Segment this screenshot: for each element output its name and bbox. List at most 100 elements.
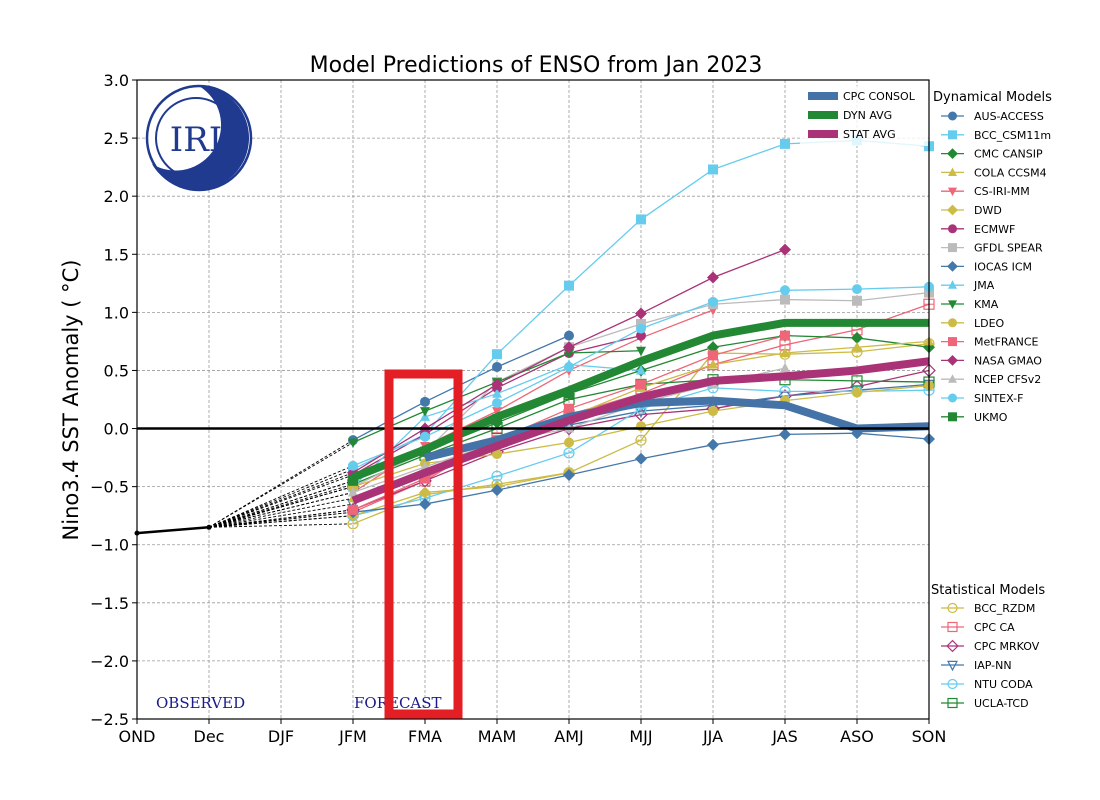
x-tick-label: MJJ	[629, 727, 652, 746]
legend-label: SINTEX-F	[974, 392, 1023, 405]
legend-label: CMC CANSIP	[974, 148, 1043, 161]
x-tick-label: SON	[912, 727, 947, 746]
plot-frame	[136, 79, 930, 720]
data-point	[419, 498, 431, 511]
average-legend-label: DYN AVG	[843, 109, 892, 122]
data-point	[348, 504, 358, 515]
legend-label: KMA	[974, 298, 999, 311]
logo-text: IRI	[170, 120, 222, 160]
x-tick-label: JJA	[702, 727, 723, 746]
data-point	[708, 406, 718, 417]
average-legend-swatch	[808, 130, 838, 138]
average-legend: CPC CONSOL DYN AVG STAT AVG	[800, 86, 928, 146]
data-point	[947, 660, 958, 672]
chart-title: Model Predictions of ENSO from Jan 2023	[310, 53, 763, 78]
data-point	[491, 378, 503, 391]
legend-dynamical-title: Dynamical Models	[933, 90, 1052, 105]
legend-label: JMA	[973, 279, 995, 292]
y-tick-label: 3.0	[104, 71, 129, 90]
data-point	[780, 330, 790, 341]
series-line	[352, 369, 930, 511]
data-point	[780, 138, 790, 149]
y-tick-label: 2.0	[104, 187, 129, 206]
data-point	[948, 337, 957, 347]
x-tick-label: JAS	[771, 727, 798, 746]
data-point	[348, 486, 358, 497]
model-legend: Dynamical Models AUS-ACCESS BCC_CSM11m CMC …	[931, 90, 1052, 710]
y-tick-label: −1.0	[90, 536, 129, 555]
average-line-stat-avg	[351, 357, 930, 505]
y-tick-label: −1.5	[90, 594, 129, 613]
y-tick-label: 0.0	[104, 420, 129, 439]
legend-label: NASA GMAO	[974, 354, 1042, 367]
data-point	[948, 187, 957, 197]
connector-line	[208, 480, 354, 528]
connector-line	[208, 439, 354, 528]
x-tick-label: JFM	[338, 727, 367, 746]
data-point	[780, 294, 790, 305]
connector-line	[208, 523, 354, 528]
data-point	[852, 341, 862, 352]
data-point	[948, 412, 957, 422]
forecast-label: FORECAST	[354, 694, 442, 712]
average-line-dyn-avg	[351, 318, 929, 482]
legend-label: BCC_RZDM	[974, 602, 1035, 615]
legend-label: UKMO	[974, 411, 1008, 424]
legend-label: CS-IRI-MM	[974, 185, 1030, 198]
data-point	[636, 379, 646, 390]
connector-line	[208, 511, 354, 528]
data-point	[948, 130, 957, 140]
data-point	[492, 349, 502, 360]
data-point	[563, 469, 575, 482]
data-point	[492, 449, 502, 460]
data-point	[419, 486, 431, 499]
legend-label: IAP-NN	[974, 659, 1012, 672]
data-point	[636, 346, 646, 357]
legend-label: GFDL SPEAR	[974, 242, 1043, 255]
data-point	[948, 318, 957, 328]
y-tick-label: −2.5	[90, 710, 129, 729]
legend-label: LDEO	[974, 317, 1005, 330]
data-point	[779, 428, 791, 441]
legend-label: DWD	[974, 204, 1002, 217]
data-point	[348, 438, 358, 448]
average-legend-swatch	[808, 111, 838, 119]
data-point	[708, 359, 718, 369]
data-point	[852, 284, 862, 295]
data-point	[564, 280, 574, 291]
y-tick-label: −0.5	[90, 478, 129, 497]
data-point	[946, 639, 959, 653]
data-point	[948, 167, 957, 176]
data-point	[564, 437, 574, 448]
data-point	[635, 452, 647, 465]
legend-label: CPC MRKOV	[974, 640, 1040, 653]
connector-line	[208, 442, 354, 528]
series-sintex-f	[348, 281, 934, 471]
data-point	[420, 407, 430, 417]
legend-label: AUS-ACCESS	[974, 110, 1044, 123]
x-tick-label: OND	[119, 727, 156, 746]
data-point	[491, 484, 503, 497]
data-point	[564, 330, 574, 341]
x-tick-label: FMA	[408, 727, 442, 746]
legend-label: NTU CODA	[974, 678, 1033, 691]
data-point	[563, 341, 575, 354]
legend-label: IOCAS ICM	[974, 260, 1032, 273]
logo-crescent	[152, 86, 250, 190]
x-tick-label: AMJ	[554, 727, 583, 746]
iri-logo: IRI	[145, 84, 253, 192]
average-legend-label: CPC CONSOL	[843, 90, 916, 103]
legend-label: NCEP CFSv2	[974, 373, 1041, 386]
data-point	[636, 330, 646, 341]
data-point	[707, 271, 719, 284]
connector-line	[208, 465, 354, 528]
data-point	[948, 393, 957, 403]
data-point	[948, 374, 957, 383]
data-point	[348, 460, 358, 471]
connector-line	[208, 503, 354, 528]
data-point	[780, 347, 790, 358]
legend-label: BCC_CSM11m	[974, 129, 1051, 142]
data-point	[636, 214, 646, 225]
legend-label: COLA CCSM4	[974, 166, 1047, 179]
data-point	[852, 387, 862, 398]
